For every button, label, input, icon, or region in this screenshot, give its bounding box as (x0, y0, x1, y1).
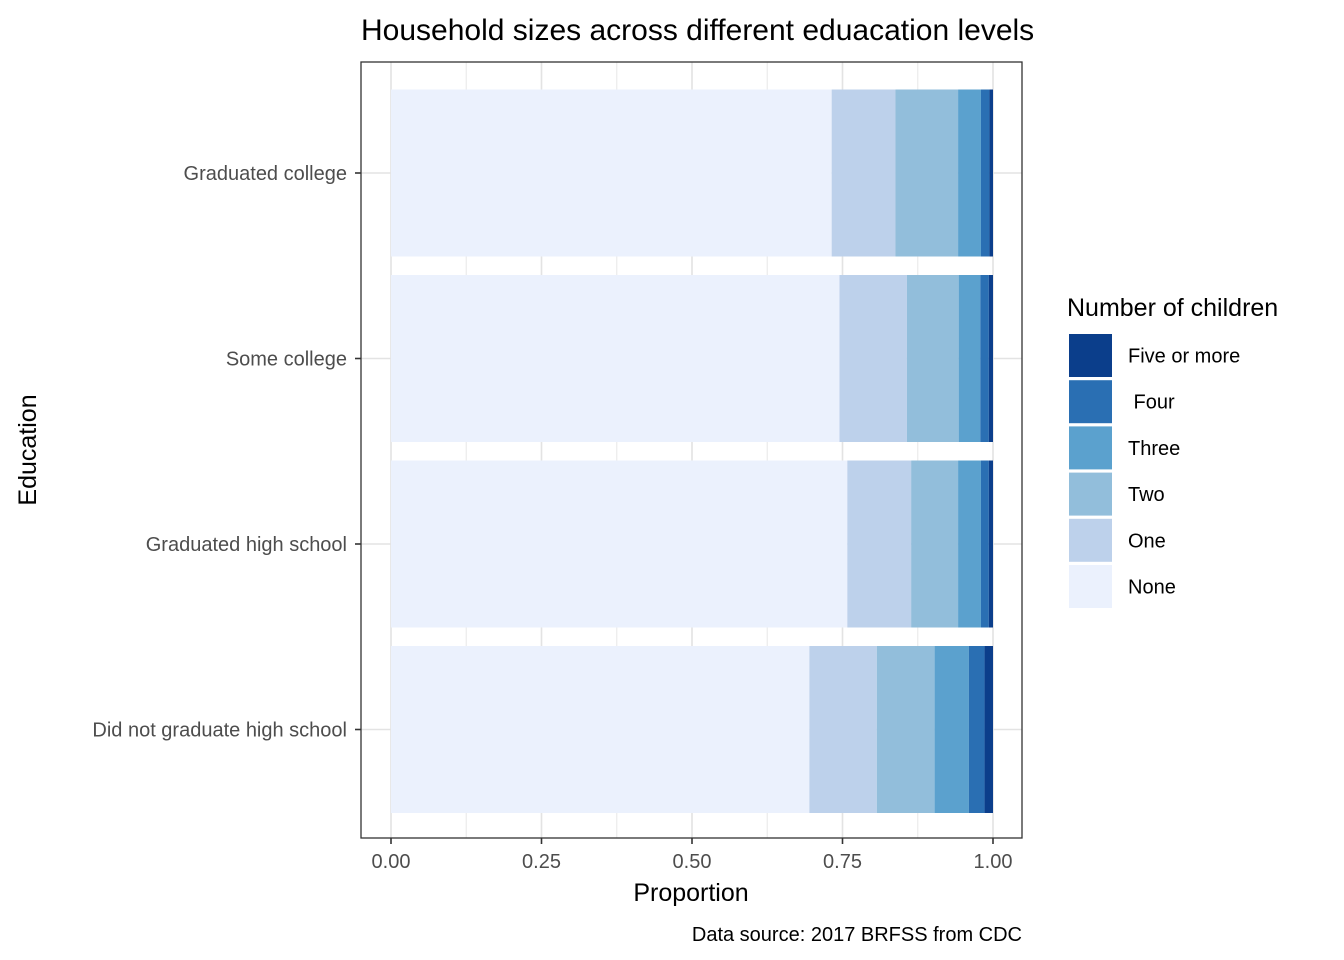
bar-segment (911, 460, 959, 628)
bar-segment (968, 646, 985, 813)
legend-swatch (1069, 472, 1112, 516)
legend-title: Number of children (1067, 294, 1278, 322)
bar-segment (958, 275, 981, 442)
bar-segment (958, 89, 981, 257)
x-tick-label: 1.00 (974, 851, 1013, 873)
bar-segment (989, 89, 993, 257)
bar-segment (839, 275, 907, 442)
bar-segment (391, 460, 848, 628)
bar-segment (988, 275, 993, 442)
y-tick-label: Graduated high school (146, 534, 347, 556)
legend-swatch (1069, 565, 1112, 608)
y-tick-label: Some college (226, 349, 347, 371)
bar-segment (980, 89, 990, 257)
bar-segment (876, 646, 935, 813)
bar-segment (984, 646, 993, 813)
y-axis: Graduated college Some college Graduated h… (92, 163, 361, 742)
legend-swatch (1069, 518, 1112, 562)
legend: Number of children Five or more Four Thre… (1067, 294, 1278, 608)
bar-segment (391, 646, 810, 813)
legend-swatch (1069, 426, 1112, 470)
legend-items: Five or more Four Three Two One None (1069, 334, 1240, 608)
bar-segment (391, 89, 832, 257)
bars (391, 89, 993, 813)
bar-segment (831, 89, 896, 257)
bar-segment (809, 646, 877, 813)
legend-swatch (1069, 334, 1112, 377)
chart-caption: Data source: 2017 BRFSS from CDC (692, 924, 1022, 946)
legend-label: Five or more (1128, 346, 1240, 368)
legend-label: None (1128, 577, 1176, 599)
bar-segment (988, 460, 993, 628)
bar-segment (980, 275, 989, 442)
bar-segment (847, 460, 912, 628)
bar-segment (391, 275, 840, 442)
bar-segment (958, 460, 981, 628)
bar-segment (906, 275, 959, 442)
y-tick-label: Graduated college (184, 163, 347, 185)
x-tick-label: 0.25 (522, 851, 561, 873)
x-axis-title: Proportion (633, 879, 748, 907)
bar-segment (895, 89, 959, 257)
legend-label: One (1128, 530, 1166, 552)
x-axis: 0.00 0.25 0.50 0.75 1.00 (372, 838, 1013, 873)
y-axis-title: Education (14, 394, 42, 505)
x-tick-label: 0.50 (673, 851, 712, 873)
legend-swatch (1069, 380, 1112, 424)
bar-segment (934, 646, 969, 813)
legend-label: Three (1128, 438, 1180, 460)
legend-label: Four (1128, 392, 1175, 414)
y-tick-label: Did not graduate high school (92, 720, 347, 742)
bar-segment (980, 460, 989, 628)
x-tick-label: 0.75 (823, 851, 862, 873)
legend-label: Two (1128, 484, 1165, 506)
x-tick-label: 0.00 (372, 851, 411, 873)
chart-title: Household sizes across different eduacat… (361, 14, 1034, 47)
